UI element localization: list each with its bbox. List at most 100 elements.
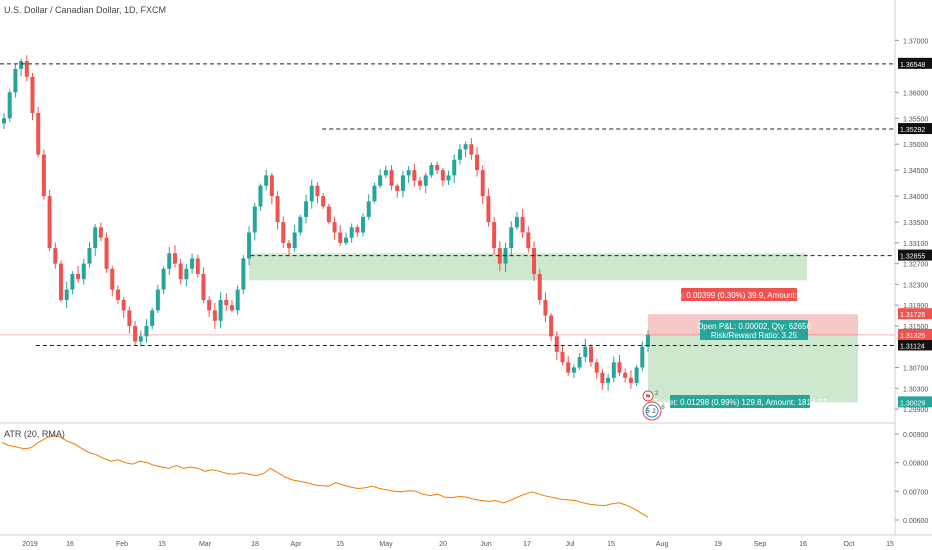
candle[interactable]: [93, 224, 98, 257]
candle[interactable]: [207, 296, 212, 318]
candle[interactable]: [440, 167, 445, 187]
candle[interactable]: [41, 149, 46, 200]
atr-indicator-title[interactable]: ATR (20, RMA): [4, 429, 65, 439]
candle[interactable]: [486, 188, 491, 227]
candle[interactable]: [480, 165, 485, 205]
candle[interactable]: [423, 172, 428, 194]
candle[interactable]: [87, 241, 92, 268]
candle[interactable]: [526, 226, 531, 253]
candle[interactable]: [514, 212, 519, 230]
candle[interactable]: [617, 355, 622, 376]
candle[interactable]: [606, 373, 611, 391]
candle[interactable]: [406, 165, 411, 184]
candle[interactable]: [400, 170, 405, 198]
candle[interactable]: [235, 285, 240, 315]
candle[interactable]: [195, 254, 200, 278]
candle[interactable]: [13, 64, 18, 98]
candle[interactable]: [70, 271, 75, 295]
candle[interactable]: [281, 216, 286, 248]
candle[interactable]: [315, 182, 320, 204]
candle[interactable]: [275, 191, 280, 230]
candle[interactable]: [497, 241, 502, 272]
candle[interactable]: [201, 267, 206, 303]
candle[interactable]: [492, 216, 497, 255]
target-zone[interactable]: [648, 335, 858, 403]
candle[interactable]: [309, 179, 314, 209]
candle[interactable]: [571, 364, 576, 379]
candle[interactable]: [355, 224, 360, 237]
candle[interactable]: [252, 202, 257, 241]
candle[interactable]: [429, 162, 434, 178]
candle[interactable]: [435, 161, 440, 175]
candle[interactable]: [224, 293, 229, 312]
candle[interactable]: [133, 320, 138, 346]
candle[interactable]: [475, 146, 480, 177]
candle[interactable]: [321, 193, 326, 209]
candle[interactable]: [372, 182, 377, 204]
candle[interactable]: [19, 58, 24, 77]
candle[interactable]: [628, 370, 633, 389]
candle[interactable]: [58, 260, 63, 303]
candle[interactable]: [298, 214, 303, 236]
candle[interactable]: [2, 113, 6, 130]
candle[interactable]: [292, 224, 297, 252]
candle[interactable]: [190, 253, 195, 274]
candle[interactable]: [469, 138, 474, 160]
candle[interactable]: [589, 344, 594, 367]
candle[interactable]: [366, 194, 371, 220]
candle[interactable]: [269, 172, 274, 205]
candle[interactable]: [634, 364, 639, 387]
candle[interactable]: [184, 264, 189, 287]
candle[interactable]: [594, 359, 599, 379]
candle[interactable]: [247, 226, 252, 266]
candle[interactable]: [520, 208, 525, 239]
candle[interactable]: [258, 183, 263, 211]
candle[interactable]: [76, 265, 81, 283]
candle[interactable]: [264, 169, 269, 191]
candle[interactable]: [98, 222, 103, 242]
candle[interactable]: [549, 313, 554, 341]
candle[interactable]: [532, 241, 537, 281]
candle[interactable]: [389, 165, 394, 191]
candle[interactable]: [304, 194, 309, 224]
candle[interactable]: [229, 299, 234, 313]
candle[interactable]: [121, 297, 126, 319]
earnings-marker-top[interactable]: [642, 390, 654, 402]
candle[interactable]: [161, 266, 166, 295]
candle[interactable]: [412, 163, 417, 187]
candle[interactable]: [36, 106, 41, 158]
candle[interactable]: [218, 292, 223, 329]
candle[interactable]: [326, 203, 331, 225]
position-tool[interactable]: Stop: 0.00399 (0.30%) 39.9, Amount: 750 …: [653, 288, 827, 408]
support-zone[interactable]: [249, 253, 807, 281]
candle[interactable]: [110, 265, 115, 297]
candle[interactable]: [81, 258, 86, 285]
candle[interactable]: [566, 355, 571, 376]
candle[interactable]: [104, 232, 109, 273]
candle[interactable]: [361, 213, 366, 237]
candle[interactable]: [509, 221, 514, 256]
candle[interactable]: [127, 306, 132, 334]
candle[interactable]: [332, 216, 337, 240]
candle[interactable]: [286, 240, 291, 256]
candle[interactable]: [24, 55, 29, 82]
candle[interactable]: [7, 89, 12, 122]
candle[interactable]: [64, 281, 69, 309]
candle[interactable]: [537, 268, 542, 305]
candle[interactable]: [600, 369, 605, 390]
candle[interactable]: [457, 144, 462, 165]
candle[interactable]: [623, 368, 628, 383]
earnings-markers[interactable]: ⚑ 2 5 2 8: [642, 390, 665, 421]
candle[interactable]: [138, 330, 143, 347]
candle[interactable]: [378, 169, 383, 189]
candle[interactable]: [577, 353, 582, 370]
candle[interactable]: [583, 338, 588, 363]
candle[interactable]: [47, 189, 52, 252]
candle[interactable]: [115, 285, 120, 305]
candle[interactable]: [640, 341, 645, 372]
candle[interactable]: [418, 176, 423, 191]
candle[interactable]: [241, 255, 246, 295]
candle[interactable]: [155, 284, 160, 314]
candle[interactable]: [53, 242, 58, 269]
